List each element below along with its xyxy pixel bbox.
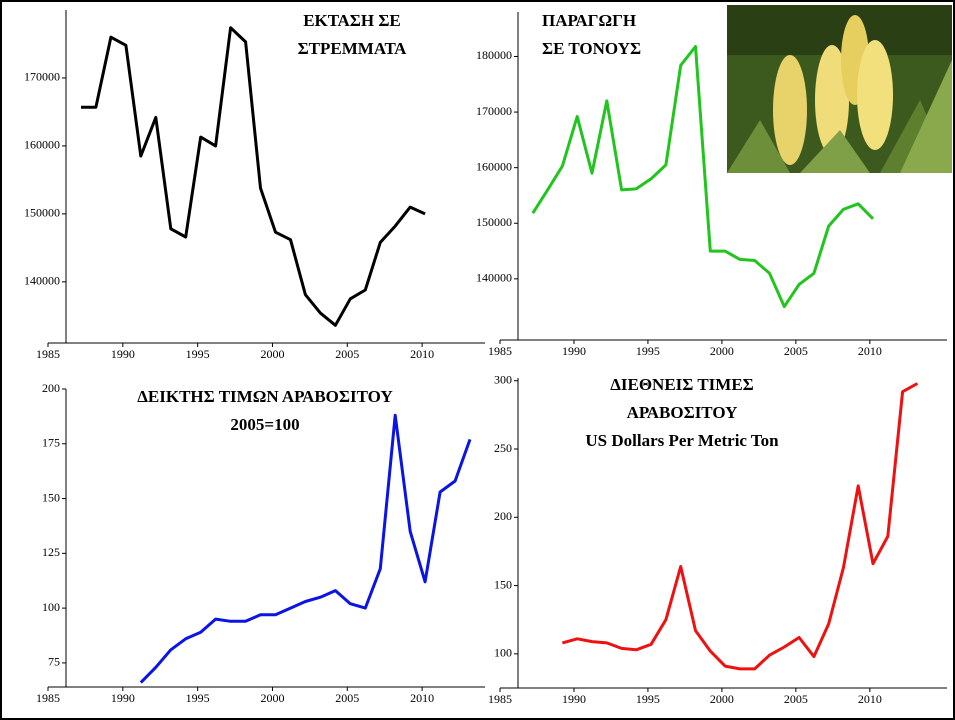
y-tick-label: 100 <box>494 646 512 660</box>
x-tick-label: 1990 <box>562 692 586 706</box>
y-tick-label: 125 <box>42 545 60 559</box>
x-tick-label: 2000 <box>710 692 734 706</box>
x-tick-label: 2005 <box>784 692 808 706</box>
x-tick-label: 2010 <box>858 692 882 706</box>
data-line <box>81 26 426 327</box>
x-tick-label: 1995 <box>636 692 660 706</box>
chart-title: ΔΙΕΘΝΕΙΣ ΤΙΜΕΣ <box>610 375 754 394</box>
corn-photo <box>727 5 952 173</box>
y-tick-label: 140000 <box>476 271 512 285</box>
x-tick-label: 2010 <box>410 347 434 361</box>
y-tick-label: 170000 <box>476 104 512 118</box>
y-tick-label: 160000 <box>24 138 60 152</box>
x-tick-label: 1995 <box>636 344 660 358</box>
x-tick-label: 1990 <box>111 691 135 705</box>
x-tick-label: 2000 <box>260 347 284 361</box>
x-tick-label: 1985 <box>36 347 60 361</box>
data-line <box>561 382 919 671</box>
y-tick-label: 150000 <box>476 215 512 229</box>
y-tick-label: 150 <box>42 490 60 504</box>
x-tick-label: 2005 <box>335 347 359 361</box>
y-tick-label: 100 <box>42 600 60 614</box>
x-tick-label: 1990 <box>111 347 135 361</box>
chart-title: ΠΑΡΑΓΩΓΗ <box>542 11 636 30</box>
x-tick-label: 1985 <box>36 691 60 705</box>
x-tick-label: 1995 <box>186 347 210 361</box>
y-tick-label: 200 <box>42 381 60 395</box>
y-tick-label: 150000 <box>24 206 60 220</box>
x-tick-label: 1990 <box>562 344 586 358</box>
x-tick-label: 2010 <box>410 691 434 705</box>
x-tick-label: 2005 <box>335 691 359 705</box>
data-line <box>139 413 472 684</box>
x-tick-label: 2005 <box>784 344 808 358</box>
chart-title: ΑΡΑΒΟΣΙΤΟΥ <box>627 403 738 422</box>
chart-title: ΔΕΙΚΤΗΣ ΤΙΜΩΝ ΑΡΑΒΟΣΙΤΟΥ <box>137 387 392 406</box>
x-tick-label: 2000 <box>260 691 284 705</box>
chart-title: ΣΕ ΤΟΝΟΥΣ <box>542 39 641 58</box>
chart-title: US Dollars Per Metric Ton <box>585 431 779 450</box>
x-tick-label: 1985 <box>488 344 512 358</box>
chart-title: ΕΚΤΑΣΗ ΣΕ <box>303 11 401 30</box>
y-tick-label: 175 <box>42 436 60 450</box>
x-tick-label: 1985 <box>488 692 512 706</box>
chart-title: ΣΤΡΕΜΜΑΤΑ <box>298 39 408 58</box>
y-tick-label: 250 <box>494 441 512 455</box>
y-tick-label: 160000 <box>476 159 512 173</box>
y-tick-label: 180000 <box>476 48 512 62</box>
chart-title: 2005=100 <box>230 415 299 434</box>
y-tick-label: 150 <box>494 577 512 591</box>
y-tick-label: 75 <box>48 655 60 669</box>
y-tick-label: 300 <box>494 372 512 386</box>
data-line <box>531 45 875 309</box>
x-tick-label: 2000 <box>710 344 734 358</box>
x-tick-label: 1995 <box>186 691 210 705</box>
x-tick-label: 2010 <box>858 344 882 358</box>
y-tick-label: 200 <box>494 509 512 523</box>
y-tick-label: 140000 <box>24 274 60 288</box>
y-tick-label: 170000 <box>24 70 60 84</box>
